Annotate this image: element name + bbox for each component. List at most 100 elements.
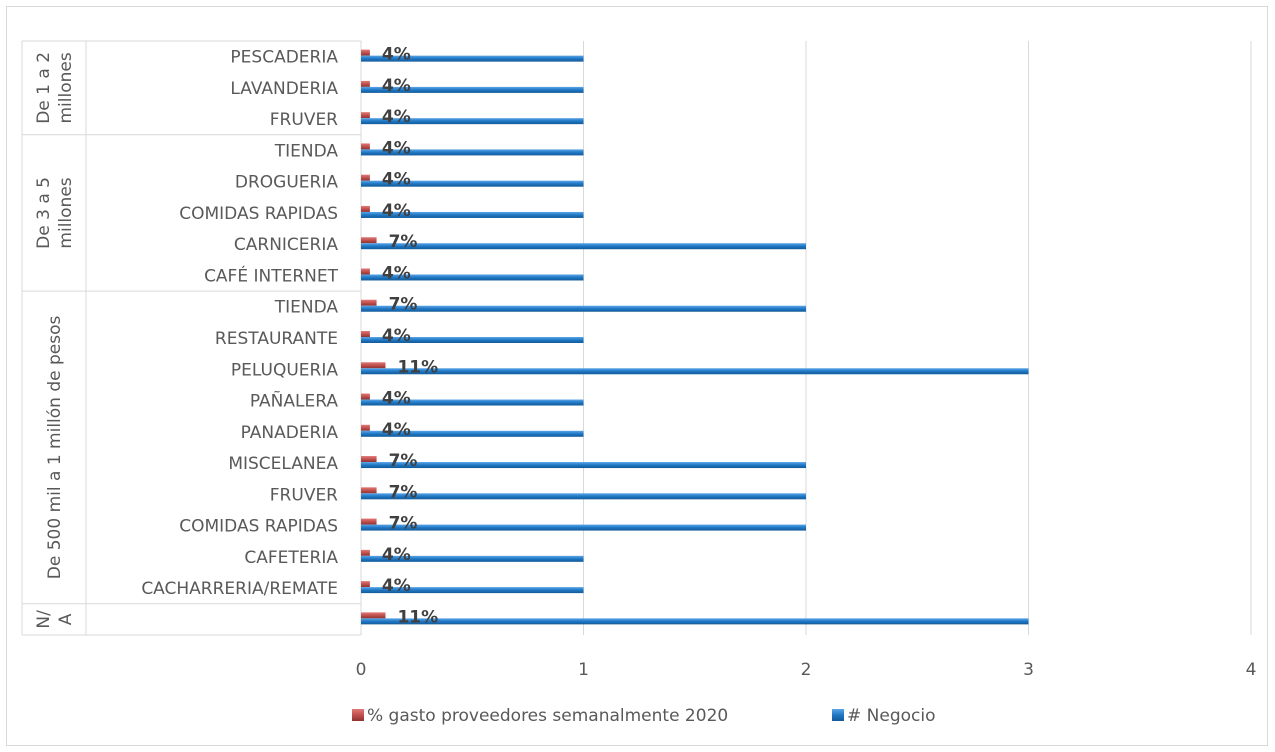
bar-gasto xyxy=(361,174,370,181)
bar-gasto xyxy=(361,237,377,244)
data-label-gasto: 4% xyxy=(382,45,411,65)
bar-gasto xyxy=(361,143,370,150)
bar-negocio xyxy=(361,462,806,469)
data-label-gasto: 7% xyxy=(389,514,418,534)
bar-negocio xyxy=(361,305,806,312)
bar-gasto xyxy=(361,549,370,556)
data-label-gasto: 4% xyxy=(382,576,411,596)
x-tick-label: 0 xyxy=(356,660,367,680)
bar-negocio xyxy=(361,524,806,531)
category-label: DROGUERIA xyxy=(235,173,338,193)
bar-negocio xyxy=(361,274,584,281)
bar-gasto xyxy=(361,205,370,212)
category-label: COMIDAS RAPIDAS xyxy=(179,204,338,224)
category-label: PESCADERIA xyxy=(230,48,338,68)
bar-gasto xyxy=(361,80,370,87)
bar-gasto xyxy=(361,268,370,275)
data-label-gasto: 7% xyxy=(389,451,418,471)
category-label: TIENDA xyxy=(274,298,339,318)
data-label-gasto: 7% xyxy=(389,232,418,252)
bar-negocio xyxy=(361,430,584,437)
category-label: CARNICERIA xyxy=(234,235,338,255)
group-label-line: De 1 a 2 xyxy=(34,52,54,124)
bar-negocio xyxy=(361,180,584,187)
category-label: CAFETERIA xyxy=(244,548,338,568)
category-label: PANADERIA xyxy=(241,423,339,443)
bars-layer xyxy=(361,49,1029,625)
bar-gasto xyxy=(361,393,370,400)
group-label: De 3 a 5 millones xyxy=(34,177,76,249)
bar-negocio xyxy=(361,368,1029,375)
data-label-gasto: 11% xyxy=(397,607,438,627)
group-label-line: N/ xyxy=(34,610,54,629)
x-tick-label: 4 xyxy=(1246,660,1257,680)
bar-negocio xyxy=(361,243,806,250)
grid-layer xyxy=(583,41,1252,635)
group-label: N/A xyxy=(34,610,76,629)
bar-negocio xyxy=(361,55,584,62)
category-label: TIENDA xyxy=(274,141,339,161)
data-label-gasto: 4% xyxy=(382,138,411,158)
bar-gasto xyxy=(361,362,386,369)
group-label-line: De 500 mil a 1 millón de pesos xyxy=(45,315,65,579)
bar-negocio xyxy=(361,618,1029,625)
x-tick-label: 1 xyxy=(578,660,589,680)
data-label-gasto: 4% xyxy=(382,263,411,283)
bar-negocio xyxy=(361,118,584,125)
category-label: LAVANDERIA xyxy=(230,79,338,99)
data-label-gasto: 4% xyxy=(382,170,411,190)
bar-gasto xyxy=(361,424,370,431)
category-label: PELUQUERIA xyxy=(231,360,338,380)
group-label-line: De 3 a 5 xyxy=(34,177,54,249)
bar-gasto xyxy=(361,299,377,306)
bar-negocio xyxy=(361,555,584,562)
bar-gasto xyxy=(361,456,377,463)
bar-negocio xyxy=(361,399,584,406)
data-label-gasto: 4% xyxy=(382,389,411,409)
category-axis-box xyxy=(21,40,362,636)
legend-label: % gasto proveedores semanalmente 2020 xyxy=(367,706,728,726)
group-label: De 500 mil a 1 millón de pesos xyxy=(45,315,65,579)
data-label-gasto: 11% xyxy=(397,357,438,377)
data-label-gasto: 4% xyxy=(382,326,411,346)
bar-negocio xyxy=(361,86,584,93)
data-label-gasto: 4% xyxy=(382,107,411,127)
bar-negocio xyxy=(361,493,806,500)
category-label: MISCELANEA xyxy=(228,454,338,474)
bar-negocio xyxy=(361,211,584,218)
bar-gasto xyxy=(361,581,370,588)
group-label-line: millones xyxy=(56,177,76,248)
category-label: PAÑALERA xyxy=(250,390,338,412)
legend-label: # Negocio xyxy=(847,706,936,726)
category-label: COMIDAS RAPIDAS xyxy=(179,517,338,537)
bar-gasto xyxy=(361,49,370,56)
group-label-line: A xyxy=(56,613,76,625)
data-label-gasto: 4% xyxy=(382,420,411,440)
bar-gasto xyxy=(361,612,386,619)
category-label: CACHARRERIA/REMATE xyxy=(141,579,338,599)
bar-gasto xyxy=(361,331,370,337)
legend-swatch xyxy=(352,709,364,721)
bar-negocio xyxy=(361,337,584,343)
data-label-gasto: 7% xyxy=(389,482,418,502)
legend: % gasto proveedores semanalmente 2020 # N… xyxy=(352,706,936,726)
category-label: FRUVER xyxy=(270,485,338,505)
legend-swatch xyxy=(832,709,844,721)
group-label-line: millones xyxy=(56,52,76,123)
category-label: RESTAURANTE xyxy=(215,329,338,349)
data-label-gasto: 4% xyxy=(382,201,411,221)
bar-negocio xyxy=(361,587,584,594)
data-label-gasto: 7% xyxy=(389,295,418,315)
bar-gasto xyxy=(361,112,370,119)
data-label-gasto: 4% xyxy=(382,76,411,96)
category-label: CAFÉ INTERNET xyxy=(204,264,339,286)
group-label: De 1 a 2 millones xyxy=(34,52,76,124)
bar-gasto xyxy=(361,518,377,525)
data-label-gasto: 4% xyxy=(382,545,411,565)
category-label: FRUVER xyxy=(270,110,338,130)
bar-gasto xyxy=(361,487,377,494)
bar-negocio xyxy=(361,149,584,156)
x-tick-label: 2 xyxy=(801,660,812,680)
x-tick-label: 3 xyxy=(1023,660,1034,680)
